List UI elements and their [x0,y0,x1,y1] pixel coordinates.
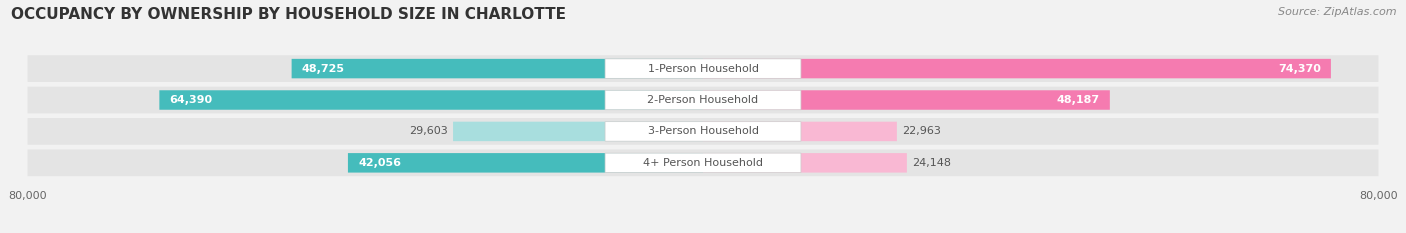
FancyBboxPatch shape [28,55,1378,82]
FancyBboxPatch shape [703,153,907,173]
FancyBboxPatch shape [605,90,801,110]
FancyBboxPatch shape [28,87,1378,113]
Text: 4+ Person Household: 4+ Person Household [643,158,763,168]
FancyBboxPatch shape [347,153,703,173]
FancyBboxPatch shape [28,118,1378,145]
Text: OCCUPANCY BY OWNERSHIP BY HOUSEHOLD SIZE IN CHARLOTTE: OCCUPANCY BY OWNERSHIP BY HOUSEHOLD SIZE… [11,7,567,22]
Text: Source: ZipAtlas.com: Source: ZipAtlas.com [1278,7,1396,17]
Text: 22,963: 22,963 [903,127,941,137]
Text: 74,370: 74,370 [1278,64,1320,74]
Text: 2-Person Household: 2-Person Household [647,95,759,105]
Text: 64,390: 64,390 [170,95,212,105]
FancyBboxPatch shape [605,122,801,141]
FancyBboxPatch shape [159,90,703,110]
FancyBboxPatch shape [703,122,897,141]
FancyBboxPatch shape [291,59,703,78]
Text: 29,603: 29,603 [409,127,447,137]
FancyBboxPatch shape [453,122,703,141]
Text: 24,148: 24,148 [912,158,952,168]
Text: 48,725: 48,725 [302,64,344,74]
FancyBboxPatch shape [28,150,1378,176]
Text: 1-Person Household: 1-Person Household [648,64,758,74]
Text: 3-Person Household: 3-Person Household [648,127,758,137]
Text: 48,187: 48,187 [1056,95,1099,105]
FancyBboxPatch shape [605,153,801,173]
FancyBboxPatch shape [605,59,801,78]
Text: 42,056: 42,056 [359,158,401,168]
FancyBboxPatch shape [703,59,1331,78]
FancyBboxPatch shape [703,90,1109,110]
